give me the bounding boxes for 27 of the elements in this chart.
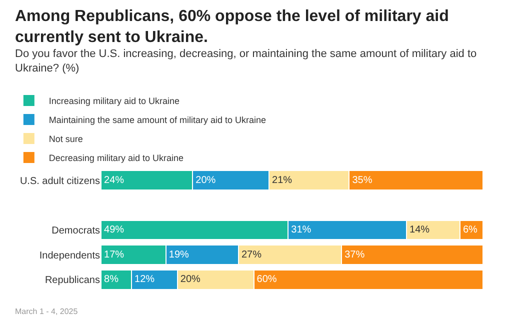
chart-title: Among Republicans, 60% oppose the level of military aid currently sent to Ukraine. <box>15 8 449 46</box>
data-label: 12% <box>134 274 155 286</box>
data-label: 35% <box>352 174 372 186</box>
data-label: 37% <box>344 249 365 260</box>
legend-label: Increasing military aid to Ukraine <box>48 96 180 106</box>
data-label: 31% <box>291 224 312 236</box>
y-tick-label: Independents <box>39 250 100 262</box>
data-label: 8% <box>104 274 119 286</box>
data-label: 21% <box>272 174 292 186</box>
chart-subtitle: Do you favor the U.S. increasing, decreasing, or maintaining the same amount of military aid to Ukraine? (%) <box>15 48 477 74</box>
legend-label: Not sure <box>48 134 83 144</box>
legend-label: Decreasing military aid to Ukraine <box>48 153 184 164</box>
data-label: 19% <box>168 249 190 260</box>
data-label: 27% <box>241 249 262 260</box>
data-label: 24% <box>104 174 124 186</box>
data-label: 20% <box>196 174 216 186</box>
data-label: 60% <box>256 274 277 286</box>
y-tick-label: U.S. adult citizens <box>20 176 100 187</box>
data-label: 14% <box>410 224 430 236</box>
legend-label: Maintaining the same amount of military aid to Ukraine <box>48 115 266 126</box>
y-tick-label: Republicans <box>44 275 100 286</box>
data-label: 20% <box>180 274 201 286</box>
y-tick-label: Democrats <box>52 226 100 236</box>
data-label: 6% <box>462 224 478 236</box>
text: March 1 - 4, 2025 <box>15 307 78 316</box>
data-label: 17% <box>104 249 124 260</box>
data-label: 49% <box>104 224 124 236</box>
